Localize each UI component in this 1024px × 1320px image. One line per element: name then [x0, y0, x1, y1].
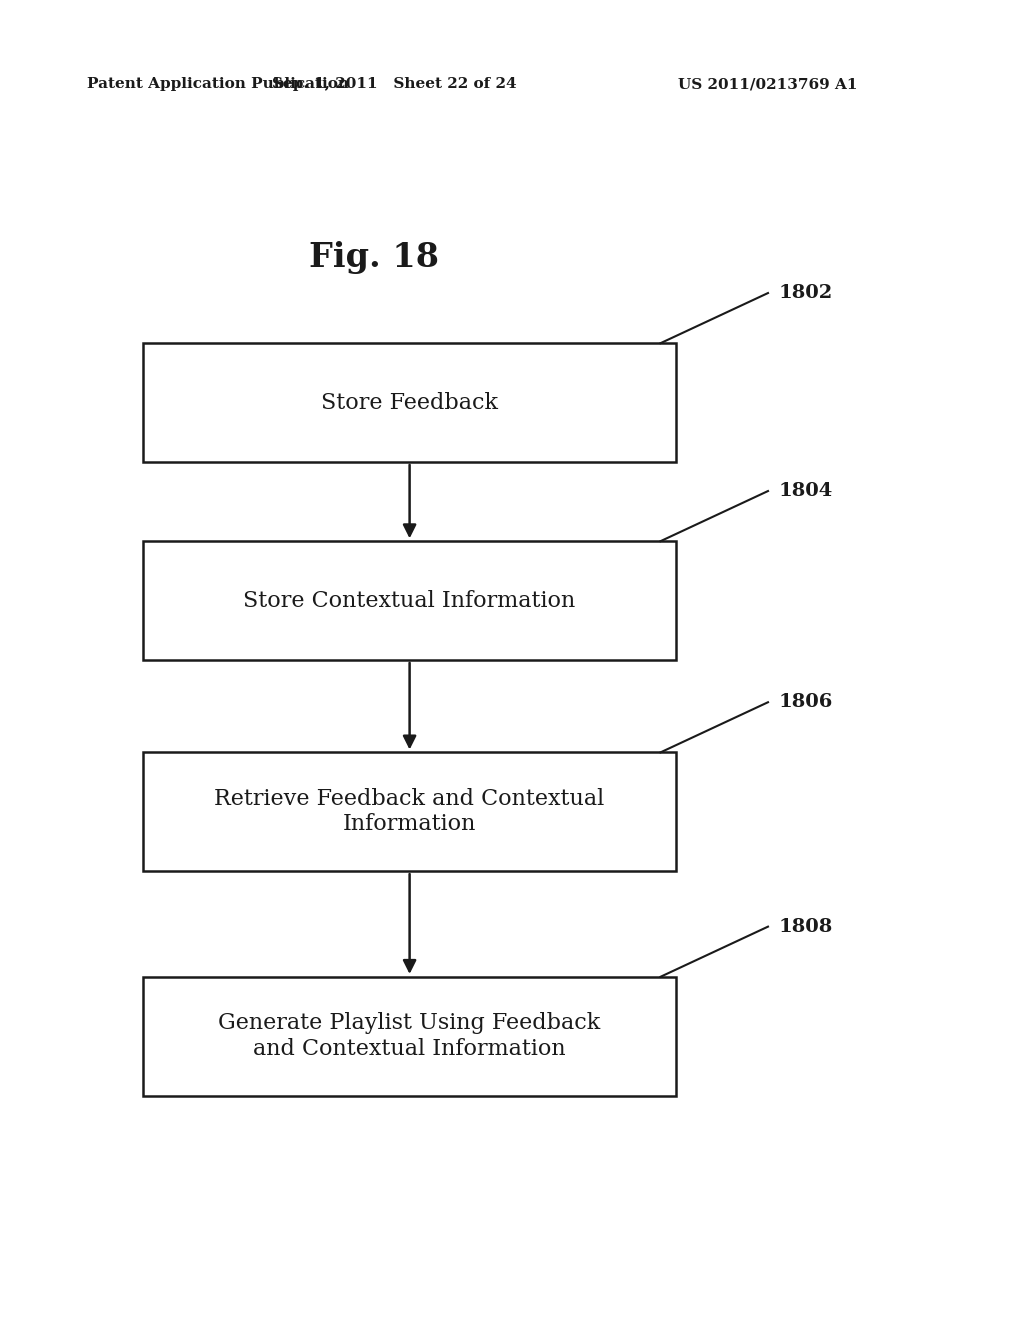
Bar	[143, 752, 676, 871]
Bar	[143, 977, 676, 1096]
Bar	[143, 343, 676, 462]
Text: US 2011/0213769 A1: US 2011/0213769 A1	[678, 78, 858, 91]
Text: 1808: 1808	[778, 917, 833, 936]
Text: Fig. 18: Fig. 18	[309, 240, 438, 273]
Bar	[143, 541, 676, 660]
Text: Sep. 1, 2011   Sheet 22 of 24: Sep. 1, 2011 Sheet 22 of 24	[272, 78, 516, 91]
Text: Store Contextual Information: Store Contextual Information	[244, 590, 575, 611]
Text: Store Feedback: Store Feedback	[322, 392, 498, 413]
Text: 1804: 1804	[778, 482, 833, 500]
Text: 1802: 1802	[778, 284, 833, 302]
Text: Generate Playlist Using Feedback
and Contextual Information: Generate Playlist Using Feedback and Con…	[218, 1012, 601, 1060]
Text: Patent Application Publication: Patent Application Publication	[87, 78, 349, 91]
Text: Retrieve Feedback and Contextual
Information: Retrieve Feedback and Contextual Informa…	[214, 788, 605, 836]
Text: 1806: 1806	[778, 693, 833, 711]
